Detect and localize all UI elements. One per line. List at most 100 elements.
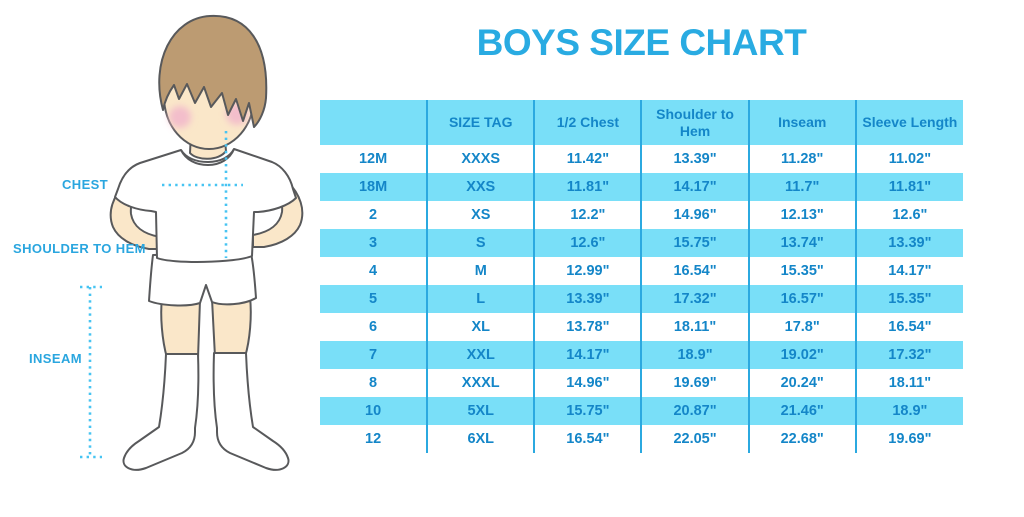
row-size-label: 4 (369, 263, 378, 279)
table-cell: 22.68" (747, 425, 856, 453)
row-size-label: 18M (320, 173, 428, 201)
table-row: 4 M 12.99" 16.54" 15.35" 14.17" (320, 257, 963, 285)
column-header: 1/2 Chest (533, 100, 642, 145)
table-cell: 19.69" (640, 369, 749, 397)
row-size-label: 12 (365, 431, 382, 447)
right-sock (212, 352, 290, 471)
table-cell: 6XL (426, 425, 535, 453)
table-cell: 11.81" (854, 173, 963, 201)
table-cell: 17.32" (640, 285, 749, 313)
table-cell: 16.54" (640, 257, 749, 285)
table-cell: 15.35" (854, 285, 963, 313)
table-cell: 13.39" (533, 285, 642, 313)
boy-illustration (0, 0, 320, 512)
table-cell: 18.9" (640, 341, 749, 369)
table-cell: 12.6" (533, 229, 642, 257)
table-cell: 15.35" (747, 257, 856, 285)
table-cell: XXL (426, 341, 535, 369)
table-cell: S (426, 229, 535, 257)
table-cell: 17.8" (747, 313, 856, 341)
size-table-header-row: SIZE TAG 1/2 Chest Shoulder to Hem Inseam Sl… (320, 100, 963, 145)
column-header: Shoulder to Hem (640, 100, 749, 145)
hair (158, 14, 268, 128)
shorts (148, 252, 257, 307)
chest-label: CHEST (62, 177, 109, 192)
table-row: 12 6XL 16.54" 22.05" 22.68" 19.69" (320, 425, 963, 453)
row-size-label: 6 (369, 319, 378, 335)
table-cell: 13.39" (854, 229, 963, 257)
column-header: Inseam (747, 100, 856, 145)
size-table: SIZE TAG 1/2 Chest Shoulder to Hem Inseam Sl… (320, 100, 963, 453)
table-cell: 18.11" (854, 369, 963, 397)
row-size-label: 5 (320, 285, 428, 313)
table-cell: 20.87" (640, 397, 749, 425)
table-cell: 11.42" (533, 145, 642, 173)
table-row: 8 XXXL 14.96" 19.69" 20.24" 18.11" (320, 369, 963, 397)
table-cell: 12.6" (854, 201, 963, 229)
table-cell: 16.57" (747, 285, 856, 313)
table-cell: XXXL (426, 369, 535, 397)
table-cell: 14.17" (854, 257, 963, 285)
left-sock (122, 353, 200, 471)
table-cell: 12.2" (533, 201, 642, 229)
table-cell: L (426, 285, 535, 313)
table-row: 10 5XL 15.75" 20.87" 21.46" 18.9" (320, 397, 963, 425)
table-cell: 17.32" (854, 341, 963, 369)
table-cell: 15.75" (640, 229, 749, 257)
inseam-label: INSEAM (29, 351, 82, 366)
row-size-label: 2 (369, 207, 378, 223)
table-cell: 14.17" (640, 173, 749, 201)
table-cell: 11.81" (533, 173, 642, 201)
table-cell: M (426, 257, 535, 285)
shirt (114, 148, 297, 263)
table-cell: 16.54" (533, 425, 642, 453)
row-size-label: 7 (320, 341, 428, 369)
table-cell: 18.11" (640, 313, 749, 341)
left-leg (160, 297, 201, 359)
column-header-empty (320, 100, 428, 145)
table-cell: 14.96" (640, 201, 749, 229)
table-cell: 5XL (426, 397, 535, 425)
table-cell: XS (426, 201, 535, 229)
table-row: 5 L 13.39" 17.32" 16.57" 15.35" (320, 285, 963, 313)
table-row: 2 XS 12.2" 14.96" 12.13" 12.6" (320, 201, 963, 229)
table-cell: 13.39" (640, 145, 749, 173)
table-cell: 22.05" (640, 425, 749, 453)
column-header: SIZE TAG (426, 100, 535, 145)
table-row: 12M XXXS 11.42" 13.39" 11.28" 11.02" (320, 145, 963, 173)
table-row: 18M XXS 11.81" 14.17" 11.7" 11.81" (320, 173, 963, 201)
row-size-label: 10 (320, 397, 428, 425)
row-size-label: 12M (358, 151, 388, 167)
table-cell: 19.69" (854, 425, 963, 453)
table-cell: XXXS (426, 145, 535, 173)
table-cell: 19.02" (747, 341, 856, 369)
table-cell: XL (426, 313, 535, 341)
table-cell: XXS (426, 173, 535, 201)
table-cell: 11.28" (747, 145, 856, 173)
boy-figure-drawing (80, 14, 304, 471)
table-cell: 16.54" (854, 313, 963, 341)
table-row: 3 S 12.6" 15.75" 13.74" 13.39" (320, 229, 963, 257)
row-size-label: 8 (369, 375, 378, 391)
collar-line (180, 148, 235, 167)
right-leg (211, 296, 252, 358)
row-size-label: 3 (320, 229, 428, 257)
table-row: 6 XL 13.78" 18.11" 17.8" 16.54" (320, 313, 963, 341)
table-cell: 12.99" (533, 257, 642, 285)
table-cell: 14.17" (533, 341, 642, 369)
table-cell: 15.75" (533, 397, 642, 425)
table-cell: 20.24" (747, 369, 856, 397)
shoulder-to-hem-label: SHOULDER TO HEM (13, 241, 146, 256)
table-cell: 12.13" (747, 201, 856, 229)
table-cell: 13.78" (533, 313, 642, 341)
left-cheek (169, 106, 191, 128)
size-table-body: 12M XXXS 11.42" 13.39" 11.28" 11.02" 18M XXS 11.… (320, 145, 963, 453)
table-row: 7 XXL 14.17" 18.9" 19.02" 17.32" (320, 341, 963, 369)
table-cell: 11.7" (747, 173, 856, 201)
table-cell: 11.02" (854, 145, 963, 173)
column-header: Sleeve Length (854, 100, 963, 145)
table-cell: 21.46" (747, 397, 856, 425)
table-cell: 14.96" (533, 369, 642, 397)
page-title: BOYS SIZE CHART (476, 22, 807, 63)
